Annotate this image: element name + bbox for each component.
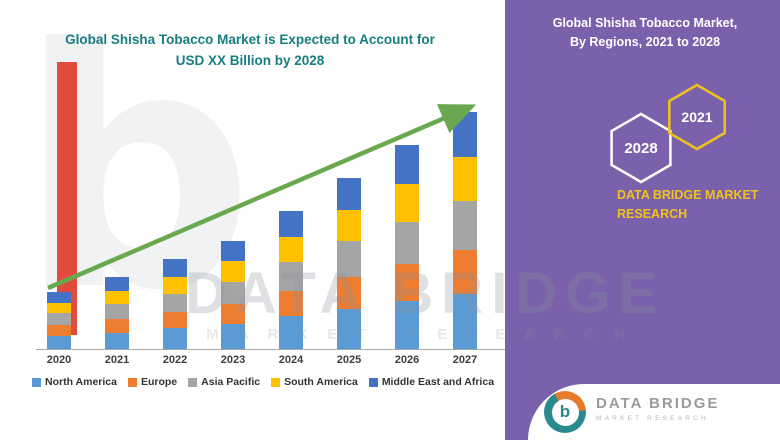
x-axis-label-2020: 2020 <box>46 354 72 366</box>
logo-monogram: b <box>551 398 579 426</box>
bar-segment-middle-east-and-africa-2024 <box>279 211 303 237</box>
bar-segment-europe-2025 <box>337 277 361 309</box>
chart-title: Global Shisha Tobacco Market is Expected… <box>50 30 450 72</box>
x-axis-label-2026: 2026 <box>394 354 420 366</box>
stacked-bar-2024 <box>279 211 303 349</box>
bar-segment-asia-pacific-2025 <box>337 241 361 277</box>
x-axis-label-2023: 2023 <box>220 354 246 366</box>
legend-item-north-america: North America <box>32 376 117 388</box>
stacked-bar-2026 <box>395 145 419 349</box>
bar-segment-middle-east-and-africa-2020 <box>47 292 71 303</box>
stacked-bar-2022 <box>163 259 187 349</box>
bar-segment-north-america-2026 <box>395 301 419 349</box>
bar-segment-asia-pacific-2022 <box>163 293 187 312</box>
x-axis-label-2021: 2021 <box>104 354 130 366</box>
logo-area: b DATA BRIDGE MARKET RESEARCH <box>528 384 780 440</box>
legend-swatch-asia-pacific <box>188 377 198 387</box>
legend-swatch-europe <box>127 377 137 387</box>
legend-label-asia-pacific: Asia Pacific <box>201 376 261 388</box>
legend-label-middle-east-and-africa: Middle East and Africa <box>381 376 495 388</box>
bar-segment-north-america-2022 <box>163 328 187 349</box>
legend-swatch-middle-east-and-africa <box>368 377 378 387</box>
bar-segment-europe-2026 <box>395 263 419 301</box>
bar-segment-europe-2024 <box>279 290 303 316</box>
legend-label-south-america: South America <box>284 376 358 388</box>
bar-segment-middle-east-and-africa-2025 <box>337 178 361 210</box>
year-hexagons: 2028 2021 <box>610 83 726 184</box>
bar-segment-south-america-2025 <box>337 209 361 241</box>
x-axis-label-2024: 2024 <box>278 354 304 366</box>
legend-item-south-america: South America <box>271 376 358 388</box>
legend-label-north-america: North America <box>45 376 117 388</box>
bar-segment-south-america-2022 <box>163 277 187 294</box>
stacked-bar-2020 <box>47 292 71 349</box>
stacked-bar-2023 <box>221 241 245 349</box>
bar-segment-south-america-2021 <box>105 290 129 304</box>
data-bridge-logo-icon: b <box>544 391 586 433</box>
stacked-bar-2021 <box>105 277 129 349</box>
panel-heading: Global Shisha Tobacco Market, By Regions… <box>525 14 765 52</box>
bar-segment-europe-2020 <box>47 325 71 336</box>
hexagon-2021-shape <box>668 83 726 151</box>
stacked-bar-2027 <box>453 112 477 349</box>
bar-segment-asia-pacific-2023 <box>221 281 245 304</box>
bar-segment-europe-2023 <box>221 304 245 324</box>
chart-title-line1: Global Shisha Tobacco Market is Expected… <box>65 32 435 47</box>
bar-segment-north-america-2027 <box>453 293 477 349</box>
bar-segment-north-america-2021 <box>105 332 129 349</box>
bar-segment-asia-pacific-2021 <box>105 304 129 319</box>
stacked-bar-2025 <box>337 178 361 349</box>
bar-segment-south-america-2027 <box>453 157 477 201</box>
logo-name: DATA BRIDGE <box>596 395 720 412</box>
panel-heading-line2: By Regions, 2021 to 2028 <box>569 34 721 49</box>
chart-plot: 2020 2021 2022 2023 2024 2025 2026 2027 <box>36 90 506 366</box>
legend-item-europe: Europe <box>127 376 178 388</box>
legend-label-europe: Europe <box>140 376 178 388</box>
bar-segment-asia-pacific-2027 <box>453 200 477 250</box>
hexagon-2021-label: 2021 <box>681 109 712 125</box>
bar-segment-asia-pacific-2020 <box>47 313 71 325</box>
side-panel: Global Shisha Tobacco Market, By Regions… <box>505 0 780 440</box>
bar-segment-middle-east-and-africa-2022 <box>163 259 187 277</box>
chart-title-line2: USD XX Billion by 2028 <box>175 52 325 68</box>
bar-segment-south-america-2023 <box>221 260 245 282</box>
brand-text: DATA BRIDGE MARKET RESEARCH <box>617 186 767 225</box>
legend-item-asia-pacific: Asia Pacific <box>188 376 260 388</box>
bar-segment-asia-pacific-2024 <box>279 262 303 291</box>
legend-swatch-south-america <box>271 377 281 387</box>
panel-heading-line1: Global Shisha Tobacco Market, <box>552 16 738 30</box>
logo-text: DATA BRIDGE MARKET RESEARCH <box>596 395 719 422</box>
bar-segment-north-america-2025 <box>337 308 361 349</box>
brand-line2: RESEARCH <box>617 207 688 222</box>
bar-segment-north-america-2024 <box>279 316 303 349</box>
brand-line1: DATA BRIDGE MARKET <box>617 188 759 202</box>
bar-segment-europe-2022 <box>163 311 187 328</box>
x-axis-label-2027: 2027 <box>452 354 478 366</box>
chart-legend: North America Europe Asia Pacific South Ame… <box>32 376 494 388</box>
x-axis-label-2025: 2025 <box>336 354 362 366</box>
bar-segment-europe-2021 <box>105 319 129 333</box>
x-axis-label-2022: 2022 <box>162 354 188 366</box>
legend-item-middle-east-and-africa: Middle East and Africa <box>368 376 495 388</box>
bar-segment-middle-east-and-africa-2023 <box>221 241 245 261</box>
legend-swatch-north-america <box>32 377 41 387</box>
bar-segment-south-america-2026 <box>395 184 419 222</box>
bar-segment-north-america-2020 <box>47 335 71 349</box>
bar-segment-south-america-2020 <box>47 302 71 313</box>
bar-segment-middle-east-and-africa-2021 <box>105 277 129 291</box>
bar-segment-europe-2027 <box>453 250 477 294</box>
bar-segment-north-america-2023 <box>221 323 245 349</box>
bar-segment-south-america-2024 <box>279 236 303 262</box>
bar-segment-middle-east-and-africa-2026 <box>395 145 419 184</box>
bar-segment-asia-pacific-2026 <box>395 221 419 264</box>
logo-tagline: MARKET RESEARCH <box>596 415 709 422</box>
bar-segment-middle-east-and-africa-2027 <box>453 112 477 157</box>
hexagon-2028-label: 2028 <box>624 140 657 157</box>
